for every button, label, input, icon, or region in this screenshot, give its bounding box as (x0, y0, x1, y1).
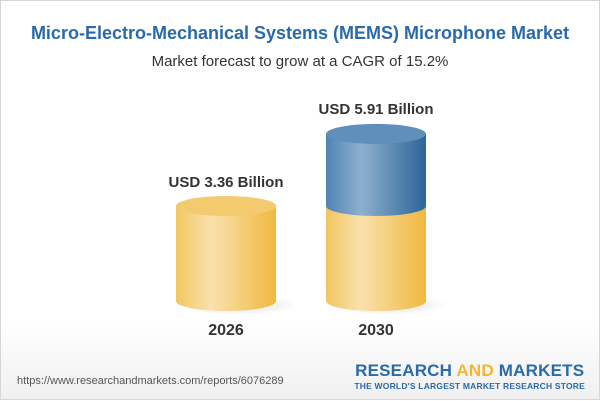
data-label-2030: USD 5.91 Billion (318, 101, 433, 118)
cylinder-base-2026 (176, 206, 276, 311)
cylinder-top-2026 (176, 196, 276, 216)
data-label-2026: USD 3.36 Billion (168, 174, 283, 191)
chart-title: Micro-Electro-Mechanical Systems (MEMS) … (30, 23, 570, 43)
cylinder-growth-2030 (326, 133, 426, 216)
category-label-2030: 2030 (358, 322, 394, 339)
source-url[interactable]: https://www.researchandmarkets.com/repor… (17, 375, 284, 387)
cylinder-top-2030 (326, 123, 426, 144)
cylinder-base-2030 (326, 206, 426, 311)
research-and-markets-logo: RESEARCH AND MARKETS THE WORLD'S LARGEST… (354, 361, 585, 391)
category-label-2026: 2026 (208, 322, 244, 339)
logo-tagline: THE WORLD'S LARGEST MARKET RESEARCH STOR… (354, 381, 585, 391)
chart-subtitle: Market forecast to grow at a CAGR of 15.… (151, 53, 449, 70)
